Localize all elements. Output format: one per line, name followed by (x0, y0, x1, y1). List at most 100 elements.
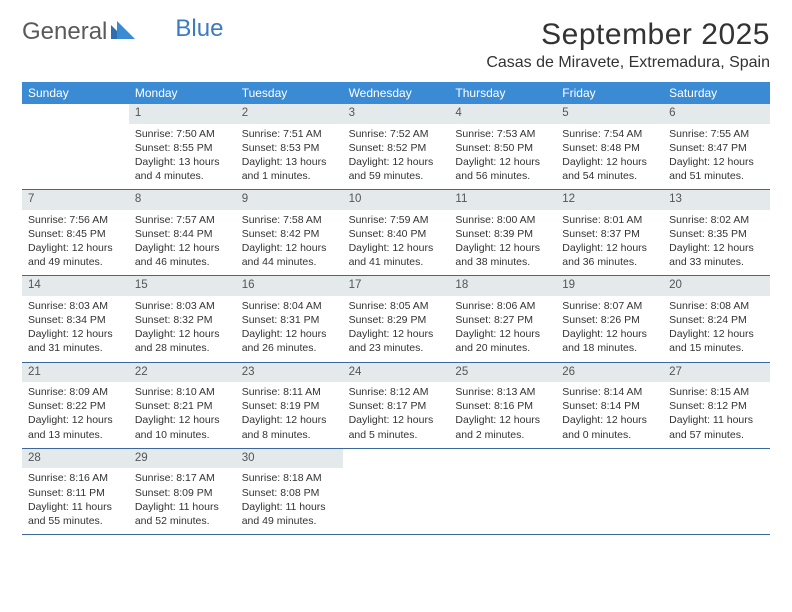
sunrise-text: Sunrise: 8:11 AM (242, 385, 337, 399)
calendar-cell: 12Sunrise: 8:01 AMSunset: 8:37 PMDayligh… (556, 190, 663, 275)
daylight-text: and 57 minutes. (669, 428, 764, 442)
sunrise-text: Sunrise: 8:01 AM (562, 213, 657, 227)
calendar: Sunday Monday Tuesday Wednesday Thursday… (22, 82, 770, 535)
sunrise-text: Sunrise: 8:02 AM (669, 213, 764, 227)
location-text: Casas de Miravete, Extremadura, Spain (486, 54, 770, 72)
daylight-text: and 51 minutes. (669, 169, 764, 183)
day-number: 15 (129, 276, 236, 296)
sunrise-text: Sunrise: 8:13 AM (455, 385, 550, 399)
sunset-text: Sunset: 8:52 PM (349, 141, 444, 155)
calendar-cell (556, 449, 663, 534)
day-number: 6 (663, 104, 770, 124)
day-number: 24 (343, 363, 450, 383)
daylight-text: Daylight: 13 hours (242, 155, 337, 169)
daylight-text: and 26 minutes. (242, 341, 337, 355)
sunset-text: Sunset: 8:31 PM (242, 313, 337, 327)
sunset-text: Sunset: 8:48 PM (562, 141, 657, 155)
week-row: 1Sunrise: 7:50 AMSunset: 8:55 PMDaylight… (22, 104, 770, 190)
week-row: 14Sunrise: 8:03 AMSunset: 8:34 PMDayligh… (22, 276, 770, 362)
daylight-text: and 52 minutes. (135, 514, 230, 528)
daylight-text: Daylight: 11 hours (669, 413, 764, 427)
calendar-cell: 18Sunrise: 8:06 AMSunset: 8:27 PMDayligh… (449, 276, 556, 361)
sunrise-text: Sunrise: 7:56 AM (28, 213, 123, 227)
daylight-text: Daylight: 12 hours (455, 155, 550, 169)
day-number: 25 (449, 363, 556, 383)
sunrise-text: Sunrise: 7:53 AM (455, 127, 550, 141)
daylight-text: Daylight: 12 hours (455, 241, 550, 255)
sunrise-text: Sunrise: 8:16 AM (28, 471, 123, 485)
sunrise-text: Sunrise: 7:50 AM (135, 127, 230, 141)
daylight-text: Daylight: 12 hours (669, 327, 764, 341)
sunrise-text: Sunrise: 7:54 AM (562, 127, 657, 141)
sunrise-text: Sunrise: 7:59 AM (349, 213, 444, 227)
sunset-text: Sunset: 8:14 PM (562, 399, 657, 413)
sunrise-text: Sunrise: 8:14 AM (562, 385, 657, 399)
sunrise-text: Sunrise: 7:51 AM (242, 127, 337, 141)
sunset-text: Sunset: 8:21 PM (135, 399, 230, 413)
day-number: 2 (236, 104, 343, 124)
sunset-text: Sunset: 8:42 PM (242, 227, 337, 241)
calendar-cell: 30Sunrise: 8:18 AMSunset: 8:08 PMDayligh… (236, 449, 343, 534)
daylight-text: Daylight: 12 hours (349, 155, 444, 169)
day-number: 7 (22, 190, 129, 210)
calendar-cell (22, 104, 129, 189)
sunset-text: Sunset: 8:08 PM (242, 486, 337, 500)
sunset-text: Sunset: 8:37 PM (562, 227, 657, 241)
day-number: 23 (236, 363, 343, 383)
daylight-text: Daylight: 11 hours (242, 500, 337, 514)
daylight-text: Daylight: 12 hours (135, 241, 230, 255)
daylight-text: and 41 minutes. (349, 255, 444, 269)
sunset-text: Sunset: 8:40 PM (349, 227, 444, 241)
sunset-text: Sunset: 8:29 PM (349, 313, 444, 327)
calendar-cell: 3Sunrise: 7:52 AMSunset: 8:52 PMDaylight… (343, 104, 450, 189)
day-header-wed: Wednesday (343, 82, 450, 104)
logo-text-blue: Blue (175, 15, 223, 43)
calendar-cell: 27Sunrise: 8:15 AMSunset: 8:12 PMDayligh… (663, 363, 770, 448)
sunrise-text: Sunrise: 8:03 AM (28, 299, 123, 313)
daylight-text: and 28 minutes. (135, 341, 230, 355)
daylight-text: Daylight: 12 hours (242, 327, 337, 341)
day-header-sun: Sunday (22, 82, 129, 104)
daylight-text: and 13 minutes. (28, 428, 123, 442)
daylight-text: Daylight: 12 hours (28, 241, 123, 255)
sunset-text: Sunset: 8:12 PM (669, 399, 764, 413)
title-block: September 2025 Casas de Miravete, Extrem… (486, 18, 770, 72)
sunset-text: Sunset: 8:34 PM (28, 313, 123, 327)
daylight-text: and 23 minutes. (349, 341, 444, 355)
calendar-cell: 21Sunrise: 8:09 AMSunset: 8:22 PMDayligh… (22, 363, 129, 448)
day-header-thu: Thursday (449, 82, 556, 104)
logo: General Blue (22, 18, 223, 46)
daylight-text: and 55 minutes. (28, 514, 123, 528)
calendar-cell: 25Sunrise: 8:13 AMSunset: 8:16 PMDayligh… (449, 363, 556, 448)
calendar-cell: 20Sunrise: 8:08 AMSunset: 8:24 PMDayligh… (663, 276, 770, 361)
sunset-text: Sunset: 8:53 PM (242, 141, 337, 155)
sunset-text: Sunset: 8:27 PM (455, 313, 550, 327)
sunrise-text: Sunrise: 8:10 AM (135, 385, 230, 399)
day-number: 28 (22, 449, 129, 469)
calendar-cell (663, 449, 770, 534)
month-title: September 2025 (486, 18, 770, 52)
calendar-cell: 22 Sunrise: 8:10 AMSunset: 8:21 PMDayligh… (129, 363, 236, 448)
sunrise-text: Sunrise: 8:05 AM (349, 299, 444, 313)
day-header-tue: Tuesday (236, 82, 343, 104)
calendar-cell: 5Sunrise: 7:54 AMSunset: 8:48 PMDaylight… (556, 104, 663, 189)
day-number: 8 (129, 190, 236, 210)
calendar-cell: 9Sunrise: 7:58 AMSunset: 8:42 PMDaylight… (236, 190, 343, 275)
daylight-text: and 20 minutes. (455, 341, 550, 355)
calendar-cell: 13Sunrise: 8:02 AMSunset: 8:35 PMDayligh… (663, 190, 770, 275)
calendar-cell: 15Sunrise: 8:03 AMSunset: 8:32 PMDayligh… (129, 276, 236, 361)
daylight-text: Daylight: 12 hours (349, 327, 444, 341)
daylight-text: and 59 minutes. (349, 169, 444, 183)
day-number: 22 (129, 363, 236, 383)
sunrise-text: Sunrise: 8:15 AM (669, 385, 764, 399)
daylight-text: Daylight: 12 hours (562, 413, 657, 427)
sunrise-text: Sunrise: 7:57 AM (135, 213, 230, 227)
sunset-text: Sunset: 8:39 PM (455, 227, 550, 241)
sunrise-text: Sunrise: 8:04 AM (242, 299, 337, 313)
day-number: 5 (556, 104, 663, 124)
daylight-text: Daylight: 12 hours (135, 413, 230, 427)
calendar-cell: 1Sunrise: 7:50 AMSunset: 8:55 PMDaylight… (129, 104, 236, 189)
daylight-text: and 49 minutes. (28, 255, 123, 269)
calendar-cell: 16Sunrise: 8:04 AMSunset: 8:31 PMDayligh… (236, 276, 343, 361)
calendar-cell: 2 Sunrise: 7:51 AMSunset: 8:53 PMDaylight… (236, 104, 343, 189)
